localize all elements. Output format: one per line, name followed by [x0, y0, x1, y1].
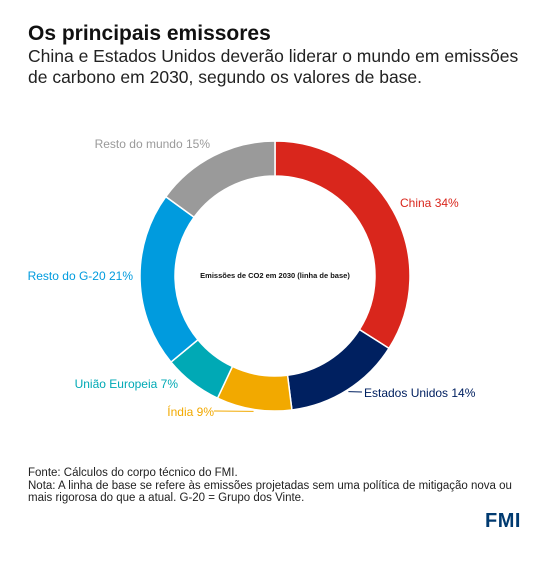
- slice-resto-do-mundo: [164, 140, 276, 219]
- label-resto-do-mundo: Resto do mundo 15%: [95, 137, 211, 151]
- label-china: China 34%: [400, 196, 459, 210]
- label-uniao-europeia: União Europeia 7%: [75, 377, 179, 391]
- source-note: Fonte: Cálculos do corpo técnico do FMI.: [28, 467, 238, 479]
- slice-china: [274, 140, 411, 350]
- slice-resto-do-g-20: [139, 195, 200, 364]
- donut-chart: China 34% Estados Unidos 14% Índia 9% União…: [28, 137, 476, 419]
- chart-title: Os principais emissores: [28, 22, 271, 45]
- center-label: Emissões de CO2 em 2030 (linha de base): [200, 271, 350, 280]
- chart-subtitle: China e Estados Unidos deverão liderar o…: [28, 46, 519, 87]
- fmi-logo: FMI: [485, 510, 521, 532]
- explanatory-note: Nota: A linha de base se refere às emiss…: [28, 479, 512, 505]
- label-estados-unidos: Estados Unidos 14%: [364, 386, 476, 400]
- chart-notes: Fonte: Cálculos do corpo técnico do FMI.…: [28, 467, 528, 505]
- label-india: Índia 9%: [167, 404, 214, 419]
- label-resto-do-g-20: Resto do G-20 21%: [28, 269, 134, 283]
